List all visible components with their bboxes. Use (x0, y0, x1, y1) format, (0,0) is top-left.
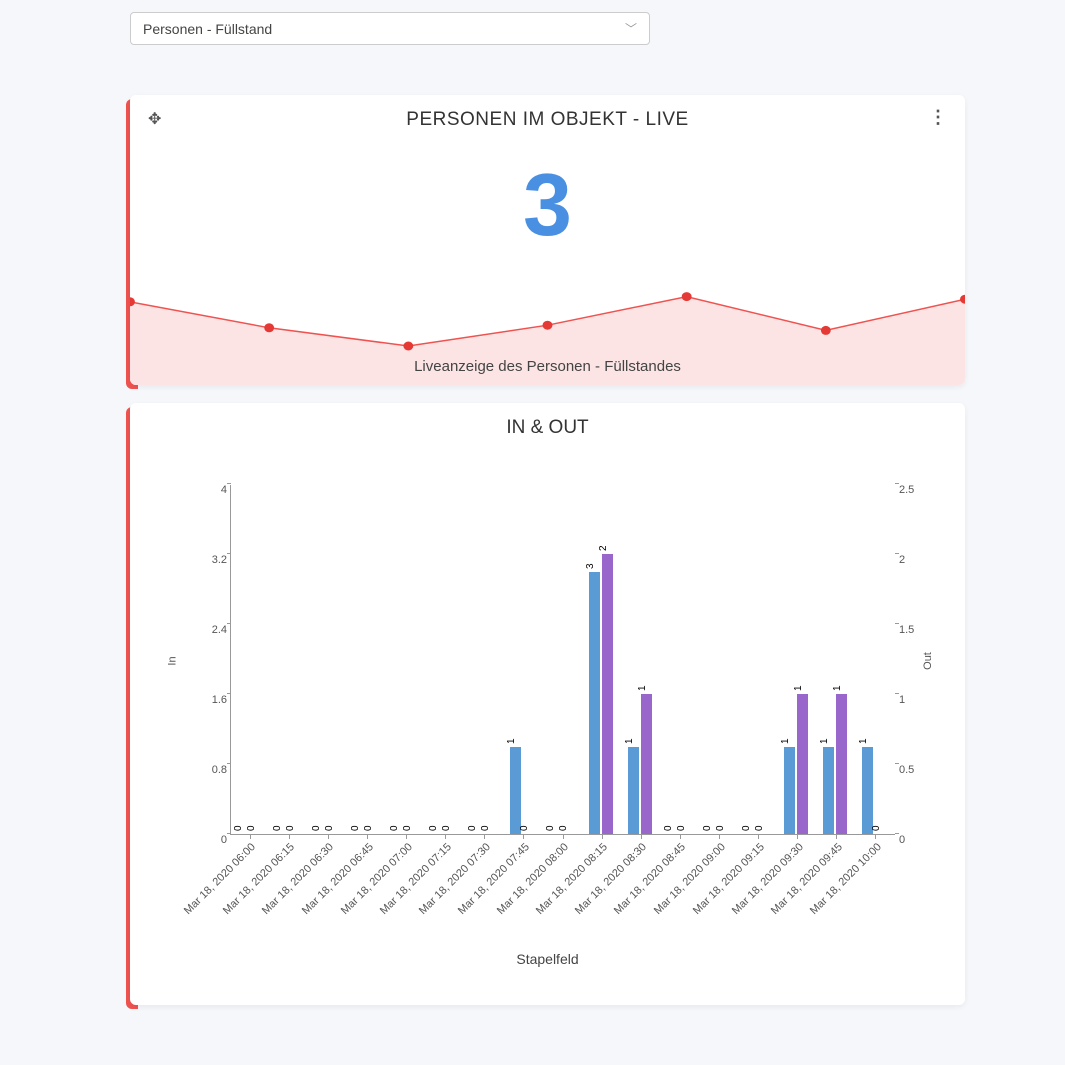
y-left-tick: 4 (203, 484, 227, 496)
bar-out-label: 2 (598, 545, 609, 551)
bar-in-label: 0 (233, 825, 244, 831)
bar-in-label: 0 (702, 825, 713, 831)
bar-out (641, 694, 652, 834)
bar-in-label: 3 (585, 563, 596, 569)
bar-in (628, 747, 639, 835)
live-card: ✥ PERSONEN IM OBJEKT - LIVE ⋮ 3 Liveanze… (130, 95, 965, 385)
x-category: Mar 18, 2020 06:00 (182, 841, 258, 917)
live-caption: Liveanzeige des Personen - Füllstandes (130, 358, 965, 375)
bar-out (836, 694, 847, 834)
bar-in-label: 0 (545, 825, 556, 831)
bar-in-label: 0 (741, 825, 752, 831)
bar-out-label: 0 (558, 825, 569, 831)
inout-chart: In Out 000000000000001000321100000011111… (130, 445, 965, 985)
view-select[interactable]: Personen - Füllstand ﹀ (130, 12, 650, 45)
bar-in-label: 0 (272, 825, 283, 831)
bar-out-label: 0 (402, 825, 413, 831)
bar-in-label: 0 (467, 825, 478, 831)
x-category: Mar 18, 2020 09:15 (691, 841, 767, 917)
y-right-tick: 0.5 (899, 764, 923, 776)
bar-out-label: 0 (676, 825, 687, 831)
bar-in-label: 1 (819, 738, 830, 744)
y-right-label: Out (922, 652, 934, 670)
y-left-tick: 0 (203, 834, 227, 846)
x-category: Mar 18, 2020 08:45 (612, 841, 688, 917)
bar-out-label: 0 (246, 825, 257, 831)
y-left-label: In (167, 656, 179, 665)
y-right-tick: 2 (899, 554, 923, 566)
bar-out (797, 694, 808, 834)
view-select-value: Personen - Füllstand (143, 21, 272, 37)
bar-in (510, 747, 521, 835)
y-left-tick: 1.6 (203, 694, 227, 706)
bar-in (589, 572, 600, 835)
bar-in-label: 1 (506, 738, 517, 744)
bar-out-label: 1 (832, 685, 843, 691)
x-category: Mar 18, 2020 08:00 (495, 841, 571, 917)
x-category: Mar 18, 2020 07:00 (339, 841, 415, 917)
x-category: Mar 18, 2020 08:30 (573, 841, 649, 917)
bar-out-label: 0 (519, 825, 530, 831)
bar-out-label: 1 (637, 685, 648, 691)
chevron-down-icon: ﹀ (625, 20, 637, 37)
x-category: Mar 18, 2020 10:00 (808, 841, 884, 917)
y-right-tick: 0 (899, 834, 923, 846)
y-left-tick: 0.8 (203, 764, 227, 776)
bar-out-label: 0 (754, 825, 765, 831)
inout-title: IN & OUT (130, 403, 965, 445)
bar-out-label: 0 (871, 825, 882, 831)
live-value: 3 (130, 161, 965, 249)
x-category: Mar 18, 2020 07:30 (417, 841, 493, 917)
bar-in-label: 0 (350, 825, 361, 831)
bar-in (784, 747, 795, 835)
live-card-title: PERSONEN IM OBJEKT - LIVE (406, 109, 688, 131)
bar-out-label: 0 (441, 825, 452, 831)
bar-out-label: 0 (480, 825, 491, 831)
bar-in-label: 1 (858, 738, 869, 744)
bar-out-label: 0 (324, 825, 335, 831)
bar-in-label: 0 (428, 825, 439, 831)
bar-out-label: 0 (715, 825, 726, 831)
bar-in-label: 0 (389, 825, 400, 831)
y-left-tick: 3.2 (203, 554, 227, 566)
bar-in-label: 1 (624, 738, 635, 744)
inout-card: IN & OUT In Out 000000000000001000321100… (130, 403, 965, 1005)
more-icon[interactable]: ⋮ (929, 107, 947, 128)
x-category: Mar 18, 2020 09:30 (730, 841, 806, 917)
y-right-tick: 2.5 (899, 484, 923, 496)
bar-in-label: 1 (780, 738, 791, 744)
y-right-tick: 1 (899, 694, 923, 706)
move-icon[interactable]: ✥ (148, 109, 161, 129)
x-axis-title: Stapelfeld (130, 951, 965, 967)
x-category: Mar 18, 2020 06:30 (260, 841, 336, 917)
bar-in-label: 0 (311, 825, 322, 831)
y-left-tick: 2.4 (203, 624, 227, 636)
bar-in (823, 747, 834, 835)
bar-out (602, 554, 613, 834)
x-category: Mar 18, 2020 07:15 (378, 841, 454, 917)
sparkline-chart: Liveanzeige des Personen - Füllstandes (130, 255, 965, 385)
x-category: Mar 18, 2020 06:45 (299, 841, 375, 917)
x-category: Mar 18, 2020 06:15 (221, 841, 297, 917)
bar-out-label: 0 (285, 825, 296, 831)
x-category: Mar 18, 2020 07:45 (456, 841, 532, 917)
x-category: Mar 18, 2020 08:15 (534, 841, 610, 917)
bar-out-label: 1 (793, 685, 804, 691)
bar-in (862, 747, 873, 835)
x-category: Mar 18, 2020 09:00 (652, 841, 728, 917)
bar-in-label: 0 (663, 825, 674, 831)
bar-out-label: 0 (363, 825, 374, 831)
y-right-tick: 1.5 (899, 624, 923, 636)
x-category: Mar 18, 2020 09:45 (769, 841, 845, 917)
